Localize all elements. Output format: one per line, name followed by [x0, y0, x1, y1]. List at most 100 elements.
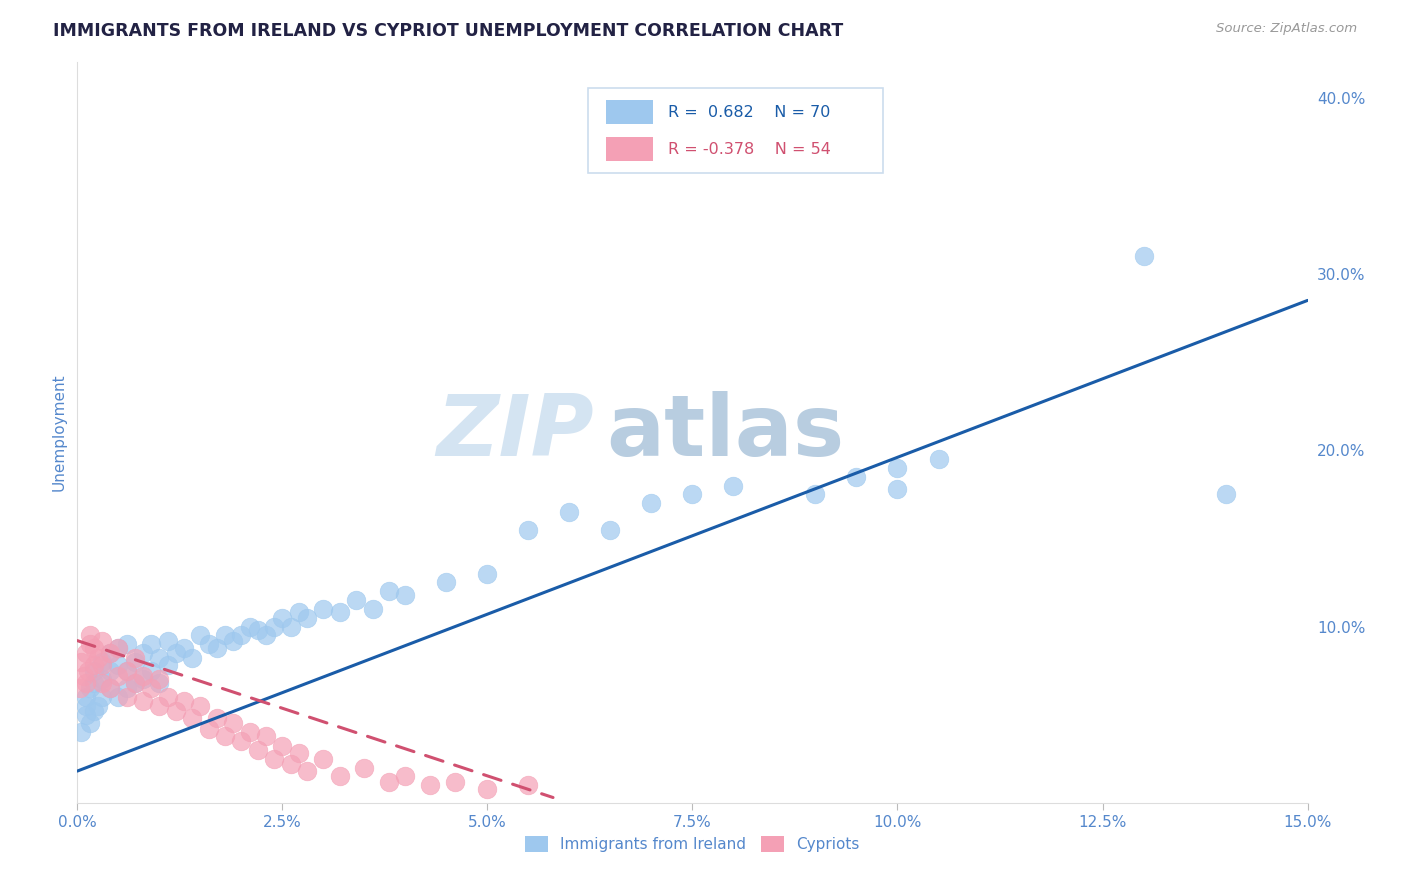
Point — [231, 734, 253, 748]
Point — [312, 752, 335, 766]
Point — [188, 698, 212, 713]
Point — [353, 760, 375, 774]
Point — [378, 584, 401, 599]
Point — [115, 681, 138, 696]
Point — [246, 743, 269, 757]
Point — [329, 606, 352, 620]
Point — [271, 739, 294, 754]
Point — [83, 676, 105, 690]
Point — [197, 637, 219, 651]
Point — [599, 523, 621, 537]
Point — [394, 588, 416, 602]
Point — [436, 575, 458, 590]
Point — [214, 729, 236, 743]
Point — [329, 769, 352, 783]
Point — [886, 482, 908, 496]
Point — [246, 623, 269, 637]
Point — [517, 778, 540, 792]
Point — [148, 673, 170, 687]
Point — [280, 619, 302, 633]
Point — [75, 676, 97, 690]
Point — [263, 752, 285, 766]
Point — [69, 681, 91, 696]
Point — [83, 658, 105, 673]
Point — [98, 681, 121, 696]
Point — [295, 764, 318, 778]
Point — [239, 725, 262, 739]
Legend: Immigrants from Ireland, Cypriots: Immigrants from Ireland, Cypriots — [519, 830, 866, 858]
Point — [222, 633, 245, 648]
Point — [682, 487, 704, 501]
Point — [75, 698, 97, 713]
Point — [295, 610, 318, 624]
Point — [181, 711, 204, 725]
Point — [419, 778, 441, 792]
Point — [90, 673, 114, 687]
Point — [222, 716, 245, 731]
Point — [83, 640, 105, 655]
Point — [124, 676, 146, 690]
Point — [148, 698, 170, 713]
Text: Source: ZipAtlas.com: Source: ZipAtlas.com — [1216, 22, 1357, 36]
Point — [1132, 249, 1154, 263]
Point — [90, 658, 114, 673]
Point — [132, 693, 155, 707]
Point — [517, 523, 540, 537]
Point — [141, 664, 163, 678]
Point — [845, 469, 868, 483]
Point — [344, 593, 367, 607]
Point — [98, 646, 121, 660]
Point — [378, 774, 401, 789]
Point — [886, 461, 908, 475]
Point — [70, 725, 93, 739]
Point — [205, 711, 228, 725]
Point — [271, 610, 294, 624]
Point — [115, 664, 138, 678]
FancyBboxPatch shape — [588, 88, 883, 173]
Point — [312, 602, 335, 616]
Point — [98, 646, 121, 660]
Bar — [606, 100, 654, 124]
Point — [254, 729, 277, 743]
Point — [165, 646, 187, 660]
Point — [107, 640, 129, 655]
Point — [477, 781, 499, 796]
Point — [181, 651, 204, 665]
Point — [361, 602, 384, 616]
Point — [141, 681, 163, 696]
Point — [165, 704, 187, 718]
Point — [79, 628, 101, 642]
Point — [107, 658, 129, 673]
Point — [115, 637, 138, 651]
Point — [124, 651, 146, 665]
Point — [928, 452, 950, 467]
Point — [124, 676, 146, 690]
Point — [173, 640, 195, 655]
Point — [148, 651, 170, 665]
Point — [124, 655, 146, 669]
Point — [90, 655, 114, 669]
Point — [87, 651, 110, 665]
Bar — [606, 137, 654, 161]
Point — [98, 681, 121, 696]
Point — [205, 640, 228, 655]
Point — [90, 676, 114, 690]
Point — [98, 664, 121, 678]
Point — [280, 757, 302, 772]
Point — [70, 655, 93, 669]
Point — [141, 637, 163, 651]
Text: R = -0.378    N = 54: R = -0.378 N = 54 — [668, 142, 831, 157]
Text: atlas: atlas — [606, 391, 845, 475]
Text: R =  0.682    N = 70: R = 0.682 N = 70 — [668, 104, 830, 120]
Point — [288, 747, 311, 761]
Point — [188, 628, 212, 642]
Text: ZIP: ZIP — [436, 391, 595, 475]
Point — [156, 633, 179, 648]
Point — [558, 505, 581, 519]
Point — [83, 704, 105, 718]
Point — [90, 690, 114, 704]
Point — [132, 669, 155, 683]
Point — [77, 664, 100, 678]
Point — [239, 619, 262, 633]
Point — [1215, 487, 1237, 501]
